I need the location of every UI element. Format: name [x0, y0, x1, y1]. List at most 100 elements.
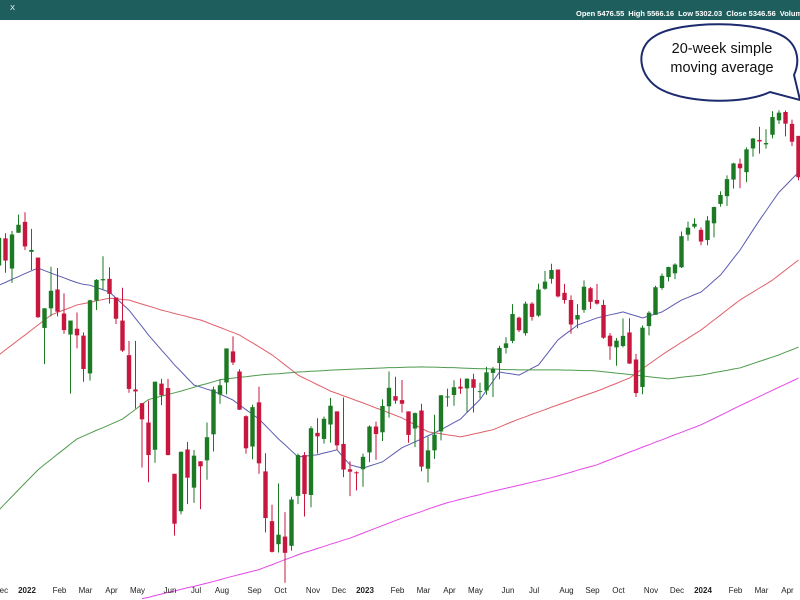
- x-tick-label: Sep: [585, 586, 600, 595]
- candle-body: [302, 455, 307, 495]
- candle-body: [159, 383, 164, 396]
- candle-body: [445, 396, 450, 398]
- candle-body: [367, 426, 372, 453]
- candle-body: [484, 372, 489, 391]
- field-label: High: [628, 9, 645, 18]
- x-tick-label: 2023: [356, 586, 374, 595]
- candle-body: [243, 416, 249, 449]
- candle-body: [0, 237, 2, 266]
- candle-body: [594, 300, 600, 304]
- candle-body: [432, 434, 437, 451]
- candle-body: [217, 385, 223, 395]
- candle-body: [490, 368, 496, 373]
- candle-body: [406, 411, 411, 435]
- candle-body: [776, 112, 782, 121]
- candle-body: [120, 320, 125, 351]
- x-tick-label: Aug: [215, 586, 229, 595]
- candle-body: [789, 123, 795, 142]
- candle-body: [178, 451, 184, 512]
- candle-body: [315, 432, 320, 437]
- candle-body: [172, 473, 177, 524]
- candle-body: [399, 400, 405, 404]
- field-value: 5476.55: [597, 9, 625, 18]
- candle-body: [477, 391, 483, 393]
- candle-body: [659, 275, 665, 288]
- toolbar: X Open 5476.55 High 5566.16 Low 5302.03 Close 5…: [0, 0, 800, 20]
- moving-average-line: [0, 346, 799, 510]
- x-tick-label: 2022: [18, 586, 36, 595]
- candle-body: [685, 227, 691, 235]
- candle-body: [295, 455, 301, 496]
- candle-body: [510, 314, 515, 341]
- candle-body: [321, 418, 327, 439]
- candle-body: [87, 300, 93, 374]
- candle-body: [334, 411, 340, 446]
- candle-body: [328, 405, 333, 425]
- candle-body: [568, 300, 574, 325]
- candle-body: [464, 378, 470, 389]
- candle-body: [165, 388, 171, 456]
- x-tick-label: May: [130, 586, 145, 595]
- candle-body: [575, 315, 580, 320]
- candle-body: [61, 313, 67, 331]
- x-tick-label: Aug: [559, 586, 573, 595]
- candle-body: [783, 112, 788, 124]
- x-tick-label: Mar: [755, 586, 769, 595]
- candle-body: [133, 389, 138, 392]
- x-tick-label: Feb: [729, 586, 743, 595]
- candle-body: [250, 407, 255, 447]
- x-tick-label: Jun: [164, 586, 177, 595]
- candle-body: [451, 387, 457, 396]
- candle-body: [744, 149, 749, 173]
- x-tick-label: Jun: [502, 586, 515, 595]
- moving-average-line: [141, 377, 799, 600]
- candle-body: [419, 410, 424, 467]
- candle-body: [425, 450, 431, 469]
- candle-body: [796, 135, 800, 178]
- candle-body: [757, 139, 762, 142]
- candle-body: [737, 163, 743, 169]
- candle-body: [549, 270, 554, 279]
- x-tick-label: Dec: [0, 586, 8, 595]
- candle-body: [633, 359, 639, 394]
- candle-body: [646, 312, 652, 327]
- candle-body: [386, 387, 392, 407]
- field-label: Open: [576, 9, 596, 18]
- x-tick-label: Mar: [79, 586, 93, 595]
- candle-body: [373, 426, 379, 435]
- candle-body: [289, 499, 294, 546]
- field-label: Close: [726, 9, 747, 18]
- candle-body: [42, 308, 47, 328]
- moving-average-line: [0, 259, 799, 438]
- candle-body: [711, 207, 717, 224]
- candle-body: [107, 278, 112, 294]
- candle-body: [698, 229, 704, 242]
- candle-body: [126, 355, 132, 389]
- candle-body: [139, 403, 145, 420]
- candle-body: [581, 286, 587, 310]
- moving-average-line: [0, 172, 799, 469]
- candle-body: [198, 461, 203, 467]
- candle-body: [529, 303, 535, 317]
- candle-body: [607, 335, 613, 347]
- candle-body: [74, 328, 80, 336]
- x-tick-label: May: [468, 586, 483, 595]
- annotation: 20-week simple moving average: [670, 41, 774, 76]
- x-tick-label: Mar: [417, 586, 431, 595]
- candle-body: [48, 290, 54, 309]
- candle-body: [191, 455, 197, 488]
- candle-body: [81, 335, 86, 370]
- x-tick-label: Nov: [306, 586, 320, 595]
- candle-body: [666, 267, 671, 278]
- candle-body: [705, 220, 710, 241]
- callout-bubble: [640, 23, 800, 102]
- candle-body: [204, 437, 210, 461]
- candle-body: [620, 335, 626, 347]
- candle-body: [679, 236, 684, 268]
- candle-body: [100, 279, 106, 281]
- candle-body: [308, 428, 314, 495]
- candle-body: [516, 317, 522, 331]
- candle-body: [763, 143, 769, 145]
- symbol: X: [10, 3, 16, 12]
- field-label: Volume: [779, 9, 800, 18]
